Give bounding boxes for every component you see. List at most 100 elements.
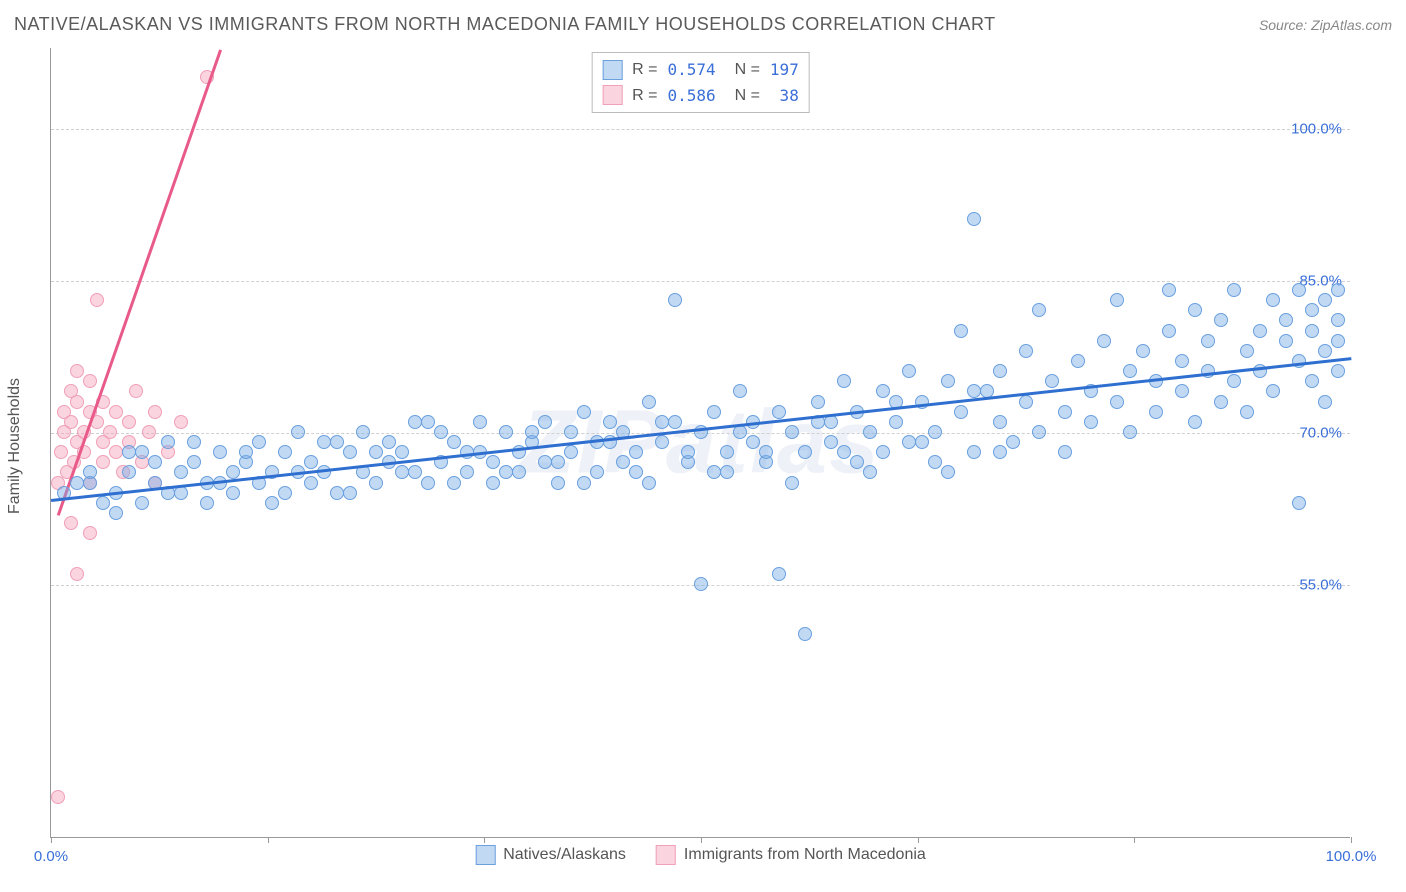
- data-point-blue: [824, 435, 838, 449]
- data-point-blue: [1240, 344, 1254, 358]
- data-point-blue: [798, 445, 812, 459]
- data-point-pink: [70, 567, 84, 581]
- legend-swatch-pink: [656, 845, 676, 865]
- data-point-blue: [668, 293, 682, 307]
- data-point-blue: [1019, 344, 1033, 358]
- data-point-blue: [252, 435, 266, 449]
- legend-swatch: [602, 85, 622, 105]
- data-point-blue: [642, 476, 656, 490]
- data-point-blue: [1331, 283, 1345, 297]
- data-point-pink: [142, 425, 156, 439]
- data-point-blue: [1266, 293, 1280, 307]
- data-point-blue: [1188, 415, 1202, 429]
- data-point-blue: [1097, 334, 1111, 348]
- y-tick-label: 100.0%: [1291, 121, 1342, 138]
- data-point-blue: [967, 384, 981, 398]
- data-point-blue: [928, 425, 942, 439]
- r-label: R =: [632, 83, 657, 109]
- data-point-blue: [694, 577, 708, 591]
- x-tick: [918, 837, 919, 843]
- x-tick-label: 0.0%: [34, 848, 68, 865]
- data-point-blue: [356, 425, 370, 439]
- data-point-blue: [304, 455, 318, 469]
- data-point-pink: [109, 445, 123, 459]
- data-point-blue: [655, 415, 669, 429]
- data-point-blue: [148, 455, 162, 469]
- data-point-blue: [499, 465, 513, 479]
- data-point-blue: [993, 364, 1007, 378]
- data-point-blue: [187, 435, 201, 449]
- n-value: 197: [770, 57, 799, 83]
- data-point-blue: [1110, 293, 1124, 307]
- data-point-blue: [1227, 283, 1241, 297]
- data-point-blue: [1162, 324, 1176, 338]
- data-point-blue: [1136, 344, 1150, 358]
- data-point-pink: [174, 415, 188, 429]
- data-point-blue: [1305, 324, 1319, 338]
- data-point-blue: [395, 465, 409, 479]
- data-point-blue: [1266, 384, 1280, 398]
- data-point-blue: [889, 415, 903, 429]
- data-point-blue: [70, 476, 84, 490]
- data-point-blue: [1201, 334, 1215, 348]
- data-point-blue: [850, 455, 864, 469]
- data-point-pink: [83, 526, 97, 540]
- data-point-blue: [447, 435, 461, 449]
- data-point-blue: [369, 445, 383, 459]
- data-point-blue: [369, 476, 383, 490]
- data-point-blue: [1149, 405, 1163, 419]
- data-point-blue: [304, 476, 318, 490]
- data-point-blue: [1292, 496, 1306, 510]
- data-point-blue: [967, 445, 981, 459]
- data-point-blue: [551, 476, 565, 490]
- data-point-blue: [1227, 374, 1241, 388]
- chart-plot-area: ZIPatlas R = 0.574 N = 197R = 0.586 N = …: [50, 48, 1350, 838]
- r-value: 0.574: [668, 57, 716, 83]
- data-point-blue: [564, 445, 578, 459]
- data-point-blue: [720, 465, 734, 479]
- data-point-blue: [486, 455, 500, 469]
- data-point-blue: [577, 405, 591, 419]
- data-point-blue: [1123, 364, 1137, 378]
- data-point-blue: [954, 405, 968, 419]
- data-point-pink: [103, 425, 117, 439]
- data-point-blue: [707, 405, 721, 419]
- data-point-blue: [1032, 425, 1046, 439]
- chart-title: NATIVE/ALASKAN VS IMMIGRANTS FROM NORTH …: [14, 14, 996, 35]
- data-point-blue: [967, 212, 981, 226]
- data-point-blue: [226, 486, 240, 500]
- data-point-blue: [1305, 303, 1319, 317]
- data-point-blue: [408, 465, 422, 479]
- data-point-blue: [798, 627, 812, 641]
- data-point-blue: [1331, 313, 1345, 327]
- data-point-blue: [226, 465, 240, 479]
- data-point-blue: [1110, 395, 1124, 409]
- data-point-blue: [1084, 415, 1098, 429]
- data-point-blue: [655, 435, 669, 449]
- data-point-blue: [1240, 405, 1254, 419]
- data-point-blue: [629, 465, 643, 479]
- data-point-blue: [785, 476, 799, 490]
- r-label: R =: [632, 57, 657, 83]
- n-value: 38: [770, 83, 799, 109]
- data-point-blue: [1318, 344, 1332, 358]
- legend-swatch-blue: [475, 845, 495, 865]
- data-point-blue: [759, 445, 773, 459]
- data-point-blue: [434, 425, 448, 439]
- data-point-blue: [733, 384, 747, 398]
- data-point-blue: [811, 395, 825, 409]
- data-point-blue: [317, 435, 331, 449]
- x-tick: [1351, 837, 1352, 843]
- data-point-blue: [460, 465, 474, 479]
- y-tick-label: 55.0%: [1299, 576, 1342, 593]
- data-point-blue: [382, 435, 396, 449]
- data-point-blue: [161, 435, 175, 449]
- data-point-blue: [1175, 354, 1189, 368]
- n-label: N =: [726, 57, 760, 83]
- data-point-blue: [954, 324, 968, 338]
- data-point-blue: [642, 395, 656, 409]
- data-point-blue: [837, 445, 851, 459]
- data-point-blue: [538, 455, 552, 469]
- data-point-blue: [1318, 395, 1332, 409]
- data-point-blue: [1006, 435, 1020, 449]
